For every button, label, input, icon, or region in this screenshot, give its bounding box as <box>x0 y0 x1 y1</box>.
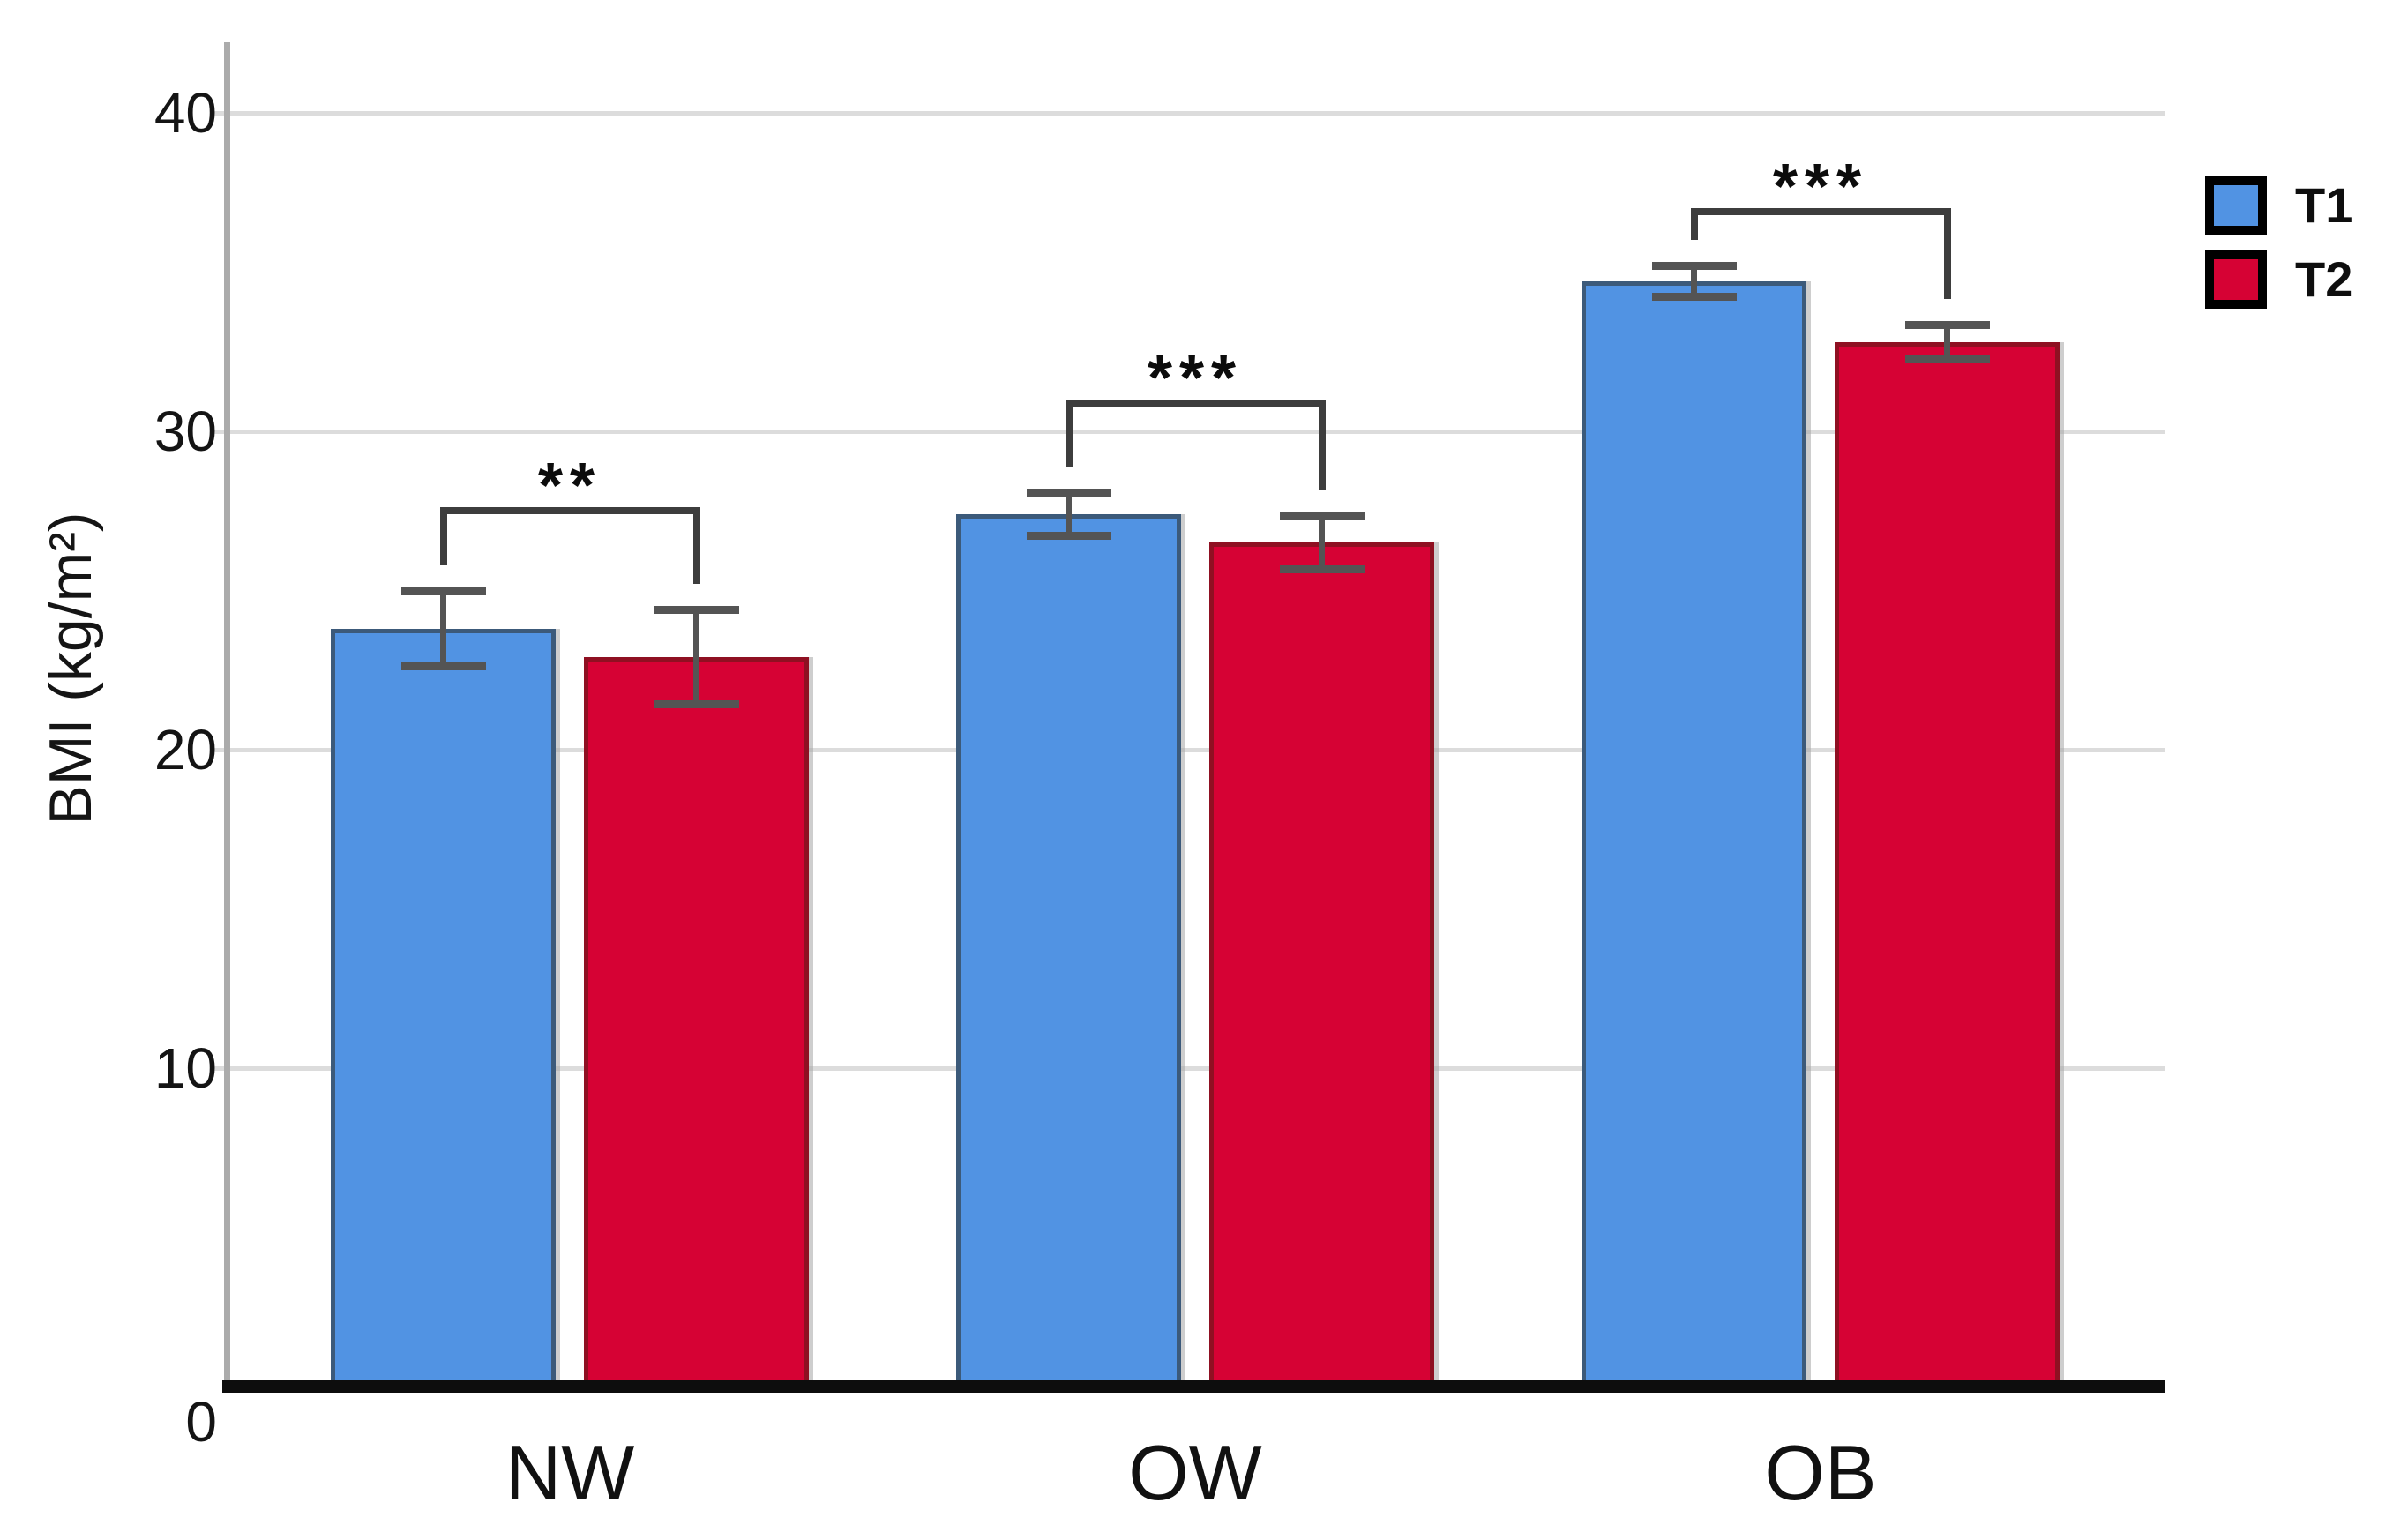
error-bar-ob-t2 <box>1944 325 1950 360</box>
sig-bracket-nw <box>439 507 700 515</box>
y-axis-title: BMI (kg/m²) <box>37 512 104 826</box>
y-tick-label-10: 10 <box>153 1036 217 1100</box>
sig-stars-ow: *** <box>1147 342 1244 414</box>
bar-ob-t1 <box>1582 281 1806 1388</box>
x-axis-baseline <box>222 1380 2165 1393</box>
legend-item-t1: T1 <box>2205 176 2352 235</box>
legend-item-t2: T2 <box>2205 250 2352 309</box>
sig-bracket-ow <box>1065 399 1326 407</box>
error-cap-top-ob-t2 <box>1904 321 1990 330</box>
sig-bracket-right-leg-nw <box>692 507 700 585</box>
error-cap-bottom-ow-t2 <box>1279 565 1365 574</box>
gridline-10 <box>210 1066 2165 1071</box>
legend-label-t2: T2 <box>2295 251 2353 307</box>
y-tick-label-40: 40 <box>153 81 217 145</box>
error-cap-bottom-ob-t1 <box>1651 293 1737 302</box>
sig-bracket-ob <box>1690 207 1951 215</box>
bar-nw-t2 <box>584 657 809 1388</box>
sig-bracket-left-leg-ow <box>1065 399 1073 467</box>
x-category-label-ob: OB <box>1764 1429 1877 1516</box>
x-category-label-nw: NW <box>505 1429 635 1516</box>
error-cap-bottom-ob-t2 <box>1904 355 1990 363</box>
bar-nw-t1 <box>331 628 556 1388</box>
sig-bracket-left-leg-ob <box>1690 207 1698 241</box>
y-tick-label-20: 20 <box>153 718 217 781</box>
error-cap-top-ow-t1 <box>1026 488 1111 497</box>
sig-stars-nw: ** <box>537 451 602 522</box>
error-cap-top-ob-t1 <box>1651 262 1737 271</box>
gridline-30 <box>210 430 2165 434</box>
error-bar-ob-t1 <box>1691 265 1697 298</box>
error-cap-top-nw-t2 <box>654 606 739 615</box>
error-cap-top-nw-t1 <box>400 587 486 595</box>
error-bar-nw-t1 <box>440 590 446 668</box>
legend-swatch-t1 <box>2205 176 2267 235</box>
y-axis-line <box>224 42 230 1387</box>
x-category-label-ow: OW <box>1128 1429 1262 1516</box>
bar-ow-t2 <box>1209 542 1434 1388</box>
sig-stars-ob: *** <box>1772 151 1869 222</box>
legend: T1 T2 <box>2205 176 2352 325</box>
legend-label-t1: T1 <box>2295 177 2353 233</box>
sig-bracket-right-leg-ob <box>1943 207 1951 300</box>
legend-swatch-t2 <box>2205 250 2267 309</box>
sig-bracket-right-leg-ow <box>1318 399 1326 490</box>
error-cap-bottom-ow-t1 <box>1026 532 1111 541</box>
bar-ob-t2 <box>1835 341 2060 1388</box>
error-cap-bottom-nw-t2 <box>654 700 739 709</box>
error-cap-top-ow-t2 <box>1279 512 1365 520</box>
y-tick-label-0: 0 <box>185 1390 217 1454</box>
sig-bracket-left-leg-nw <box>439 507 447 565</box>
error-bar-ow-t2 <box>1319 515 1325 571</box>
y-tick-label-30: 30 <box>153 400 217 463</box>
gridline-20 <box>210 748 2165 752</box>
error-bar-nw-t2 <box>693 609 699 706</box>
bar-ow-t1 <box>956 513 1181 1388</box>
gridline-40 <box>210 111 2165 116</box>
error-bar-ow-t1 <box>1066 491 1072 537</box>
error-cap-bottom-nw-t1 <box>400 662 486 671</box>
